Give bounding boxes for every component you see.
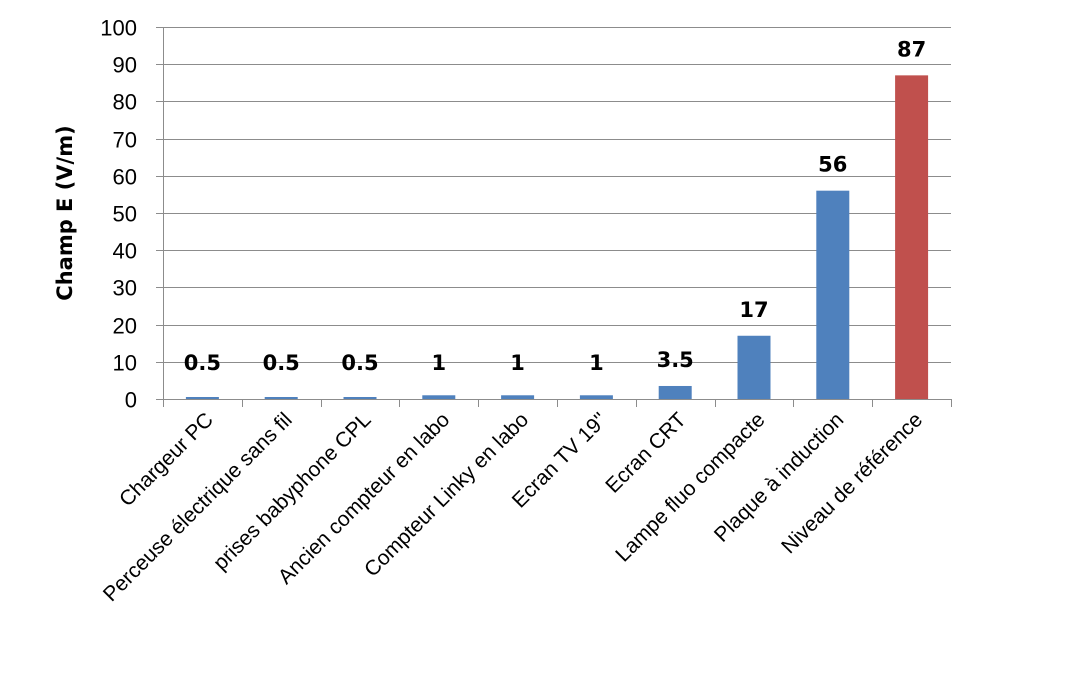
bar <box>658 385 692 399</box>
category-label: Lampe fluo compacte <box>611 408 769 566</box>
data-label: 0.5 <box>341 351 378 375</box>
bar <box>737 335 771 399</box>
data-label: 87 <box>897 37 926 61</box>
data-label: 0.5 <box>263 351 300 375</box>
bars <box>185 75 929 400</box>
data-label: 17 <box>739 298 768 322</box>
y-axis-title: Champ E (V/m) <box>53 125 77 300</box>
data-label: 3.5 <box>657 348 694 372</box>
data-label: 0.5 <box>184 351 221 375</box>
bar <box>343 397 377 399</box>
bar <box>185 397 219 399</box>
category-label: prises babyphone CPL <box>209 408 376 575</box>
y-tick-label: 40 <box>113 239 137 264</box>
y-tick-label: 90 <box>113 53 137 78</box>
bar <box>264 397 298 399</box>
y-tick-label: 50 <box>113 202 137 227</box>
gridlines <box>156 27 951 363</box>
y-tick-label: 100 <box>100 16 137 41</box>
y-tick-label: 60 <box>113 165 137 190</box>
y-tick-label: 0 <box>125 388 137 413</box>
y-tick-label: 80 <box>113 90 137 115</box>
bar <box>501 395 535 399</box>
bar <box>422 395 456 399</box>
data-label: 56 <box>818 153 847 177</box>
category-label: Niveau de référence <box>777 408 927 558</box>
bar <box>816 190 850 399</box>
data-label: 1 <box>510 351 525 375</box>
x-axis <box>156 27 952 407</box>
y-axis-ticks: 0 10 20 30 40 50 60 70 80 90 100 <box>100 16 137 413</box>
category-label: Compteur Linky en labo <box>360 408 533 581</box>
bar <box>895 75 929 400</box>
data-labels: 0.5 0.5 0.5 1 1 1 3.5 17 56 87 <box>184 37 926 375</box>
data-label: 1 <box>431 351 446 375</box>
y-tick-label: 20 <box>113 314 137 339</box>
category-label: Plaque à induction <box>710 408 848 546</box>
data-label: 1 <box>589 351 604 375</box>
y-tick-label: 70 <box>113 128 137 153</box>
bar <box>579 395 613 399</box>
y-tick-label: 30 <box>113 276 137 301</box>
y-tick-label: 10 <box>113 351 137 376</box>
